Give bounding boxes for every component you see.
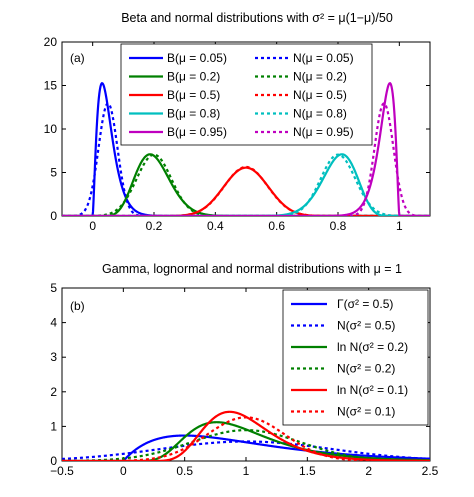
x-tick-label: −0.5 bbox=[50, 464, 74, 478]
chart-b-title: Gamma, lognormal and normal distribution… bbox=[102, 262, 402, 276]
series-line bbox=[62, 416, 430, 461]
y-tick-label: 0 bbox=[50, 209, 57, 223]
legend-label: ln N(σ² = 0.2) bbox=[337, 340, 408, 354]
chart-b-curves bbox=[62, 410, 430, 461]
legend-label: N(σ² = 0.5) bbox=[337, 319, 395, 333]
x-tick-label: 0 bbox=[89, 219, 96, 233]
legend-label: N(μ = 0.2) bbox=[293, 70, 347, 84]
y-tick-label: 5 bbox=[50, 281, 57, 295]
series-line bbox=[62, 440, 430, 461]
chart-a-curves bbox=[62, 82, 430, 216]
legend-label: N(μ = 0.5) bbox=[293, 88, 347, 102]
chart-a-legend: B(μ = 0.05) N(μ = 0.05) B(μ = 0.2) N(μ = 0.… bbox=[120, 43, 373, 146]
x-tick-label: 2 bbox=[365, 464, 372, 478]
series-line bbox=[62, 429, 430, 461]
x-tick-label: 0.4 bbox=[207, 219, 224, 233]
x-tick-label: 1 bbox=[243, 464, 250, 478]
legend-label: B(μ = 0.95) bbox=[167, 125, 227, 139]
chart-a-title: Beta and normal distributions with σ² = … bbox=[121, 11, 393, 25]
x-tick-label: 1 bbox=[396, 219, 403, 233]
legend-label: B(μ = 0.5) bbox=[167, 88, 220, 102]
y-tick-label: 20 bbox=[44, 35, 58, 49]
x-tick-label: 0.5 bbox=[176, 464, 193, 478]
legend-label: N(μ = 0.05) bbox=[293, 51, 354, 65]
y-tick-label: 3 bbox=[50, 350, 57, 364]
chart-a-panel-label: (a) bbox=[70, 51, 85, 65]
y-tick-label: 0 bbox=[50, 454, 57, 468]
legend-label: N(σ² = 0.1) bbox=[337, 405, 395, 419]
chart-b-legend: Γ(σ² = 0.5) N(σ² = 0.5) ln N(σ² = 0.2) N(σ²… bbox=[282, 289, 429, 426]
x-tick-label: 2.5 bbox=[422, 464, 439, 478]
legend-label: N(σ² = 0.2) bbox=[337, 362, 395, 376]
legend-label: N(μ = 0.8) bbox=[293, 107, 347, 121]
legend-label: B(μ = 0.8) bbox=[167, 107, 220, 121]
y-tick-label: 10 bbox=[44, 122, 58, 136]
x-tick-label: 0 bbox=[120, 464, 127, 478]
y-tick-label: 4 bbox=[50, 316, 57, 330]
x-tick-label: 0.8 bbox=[330, 219, 347, 233]
chart-b-panel-label: (b) bbox=[70, 299, 85, 313]
y-tick-label: 1 bbox=[50, 419, 57, 433]
y-tick-label: 15 bbox=[44, 79, 58, 93]
series-line bbox=[62, 82, 430, 216]
chart-panel-a: Beta and normal distributions with σ² = … bbox=[44, 11, 431, 233]
x-tick-label: 1.5 bbox=[299, 464, 316, 478]
y-tick-label: 5 bbox=[50, 166, 57, 180]
legend-label: B(μ = 0.05) bbox=[167, 51, 227, 65]
series-line bbox=[62, 166, 430, 216]
legend-label: ln N(σ² = 0.1) bbox=[337, 383, 408, 397]
x-tick-label: 0.6 bbox=[268, 219, 285, 233]
series-line bbox=[62, 102, 430, 216]
legend-label: Γ(σ² = 0.5) bbox=[337, 297, 393, 311]
x-tick-label: 0.2 bbox=[146, 219, 163, 233]
y-tick-label: 2 bbox=[50, 385, 57, 399]
legend-label: N(μ = 0.95) bbox=[293, 125, 354, 139]
legend-label: B(μ = 0.2) bbox=[167, 70, 220, 84]
chart-panel-b: Gamma, lognormal and normal distribution… bbox=[50, 262, 439, 478]
series-line bbox=[62, 153, 430, 216]
series-line bbox=[62, 153, 430, 216]
legend-box bbox=[282, 289, 429, 426]
